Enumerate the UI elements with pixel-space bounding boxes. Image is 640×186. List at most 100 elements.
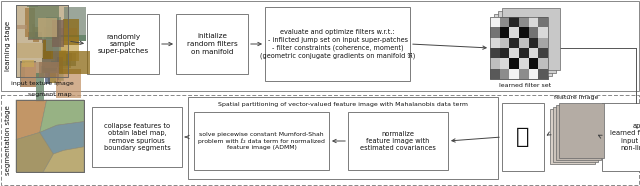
FancyBboxPatch shape [509, 48, 519, 58]
Polygon shape [56, 28, 77, 38]
Polygon shape [40, 100, 84, 132]
Text: 𝒢: 𝒢 [516, 126, 530, 148]
Text: normalize
feature image with
estimated covariances: normalize feature image with estimated c… [360, 131, 436, 152]
Polygon shape [38, 18, 57, 37]
FancyBboxPatch shape [500, 58, 509, 69]
Text: segmentation stage: segmentation stage [5, 105, 11, 175]
Polygon shape [44, 147, 84, 172]
FancyBboxPatch shape [519, 38, 529, 48]
FancyBboxPatch shape [519, 48, 529, 58]
Text: apply
learned filter set to
input image,
non-linearity: apply learned filter set to input image,… [610, 123, 640, 151]
Polygon shape [21, 62, 36, 87]
Text: learned filter set: learned filter set [499, 83, 551, 88]
Polygon shape [42, 50, 66, 59]
Text: Spatial partitioning of vector-valued feature image with Mahalanobis data term: Spatial partitioning of vector-valued fe… [218, 102, 468, 107]
FancyBboxPatch shape [509, 69, 519, 79]
Text: initialize
random filters
on manifold: initialize random filters on manifold [187, 33, 237, 54]
Polygon shape [22, 60, 35, 67]
Polygon shape [53, 35, 86, 41]
Polygon shape [59, 51, 90, 74]
FancyBboxPatch shape [602, 103, 640, 171]
FancyBboxPatch shape [500, 27, 509, 38]
Polygon shape [27, 6, 38, 7]
FancyBboxPatch shape [494, 14, 552, 76]
FancyBboxPatch shape [188, 97, 498, 179]
FancyBboxPatch shape [529, 69, 538, 79]
FancyBboxPatch shape [509, 38, 519, 48]
Text: solve piecewise constant Mumford-Shah
problem with ℓ₂ data term for normalized
f: solve piecewise constant Mumford-Shah pr… [198, 132, 325, 150]
FancyBboxPatch shape [519, 17, 529, 27]
FancyBboxPatch shape [490, 17, 500, 27]
FancyBboxPatch shape [509, 58, 519, 69]
Polygon shape [17, 25, 28, 29]
FancyBboxPatch shape [519, 27, 529, 38]
FancyBboxPatch shape [553, 107, 598, 162]
Polygon shape [39, 62, 59, 78]
FancyBboxPatch shape [490, 69, 500, 79]
FancyBboxPatch shape [502, 103, 544, 171]
Text: learning stage: learning stage [5, 21, 11, 71]
FancyBboxPatch shape [92, 107, 182, 167]
FancyBboxPatch shape [502, 8, 560, 70]
Polygon shape [40, 66, 45, 77]
FancyBboxPatch shape [87, 14, 159, 74]
FancyBboxPatch shape [529, 17, 538, 27]
FancyBboxPatch shape [556, 105, 601, 160]
FancyBboxPatch shape [500, 38, 509, 48]
Polygon shape [51, 37, 79, 61]
Polygon shape [57, 67, 58, 86]
FancyBboxPatch shape [16, 100, 84, 172]
Polygon shape [66, 54, 68, 65]
FancyBboxPatch shape [348, 112, 448, 170]
Polygon shape [59, 73, 64, 81]
Polygon shape [33, 27, 39, 41]
FancyBboxPatch shape [519, 69, 529, 79]
FancyBboxPatch shape [509, 17, 519, 27]
FancyBboxPatch shape [538, 17, 548, 27]
FancyBboxPatch shape [519, 58, 529, 69]
FancyBboxPatch shape [16, 5, 68, 77]
Polygon shape [65, 7, 86, 41]
Polygon shape [63, 19, 79, 45]
Polygon shape [16, 132, 53, 172]
FancyBboxPatch shape [509, 27, 519, 38]
Text: randomly
sample
super-patches: randomly sample super-patches [97, 33, 148, 54]
FancyBboxPatch shape [194, 112, 329, 170]
Polygon shape [28, 32, 42, 40]
Polygon shape [58, 57, 63, 80]
Polygon shape [32, 24, 35, 39]
FancyBboxPatch shape [550, 109, 595, 164]
FancyBboxPatch shape [538, 38, 548, 48]
Polygon shape [44, 27, 55, 60]
FancyBboxPatch shape [538, 69, 548, 79]
FancyBboxPatch shape [500, 17, 509, 27]
FancyBboxPatch shape [490, 38, 500, 48]
FancyBboxPatch shape [538, 27, 548, 38]
FancyBboxPatch shape [500, 48, 509, 58]
Polygon shape [47, 17, 61, 51]
Text: feature image: feature image [554, 95, 598, 100]
Text: input texture image: input texture image [11, 81, 74, 86]
Text: evaluate and optimize filters w.r.t.:
- inflicted jump set on input super-patche: evaluate and optimize filters w.r.t.: - … [260, 29, 415, 59]
FancyBboxPatch shape [538, 48, 548, 58]
Polygon shape [20, 61, 36, 87]
Polygon shape [51, 53, 76, 66]
Polygon shape [16, 100, 47, 140]
FancyBboxPatch shape [490, 17, 548, 79]
FancyBboxPatch shape [529, 48, 538, 58]
FancyBboxPatch shape [559, 103, 604, 158]
Polygon shape [45, 68, 50, 84]
Polygon shape [43, 40, 52, 59]
Polygon shape [56, 69, 81, 98]
Text: collapse features to
obtain label map,
remove spurious
boundary segments: collapse features to obtain label map, r… [104, 123, 170, 151]
Polygon shape [52, 20, 64, 47]
FancyBboxPatch shape [490, 27, 500, 38]
FancyBboxPatch shape [529, 58, 538, 69]
FancyBboxPatch shape [538, 58, 548, 69]
Polygon shape [24, 8, 35, 37]
FancyBboxPatch shape [1, 95, 639, 185]
Polygon shape [17, 43, 43, 58]
FancyBboxPatch shape [490, 58, 500, 69]
Polygon shape [36, 73, 44, 102]
FancyBboxPatch shape [498, 11, 556, 73]
